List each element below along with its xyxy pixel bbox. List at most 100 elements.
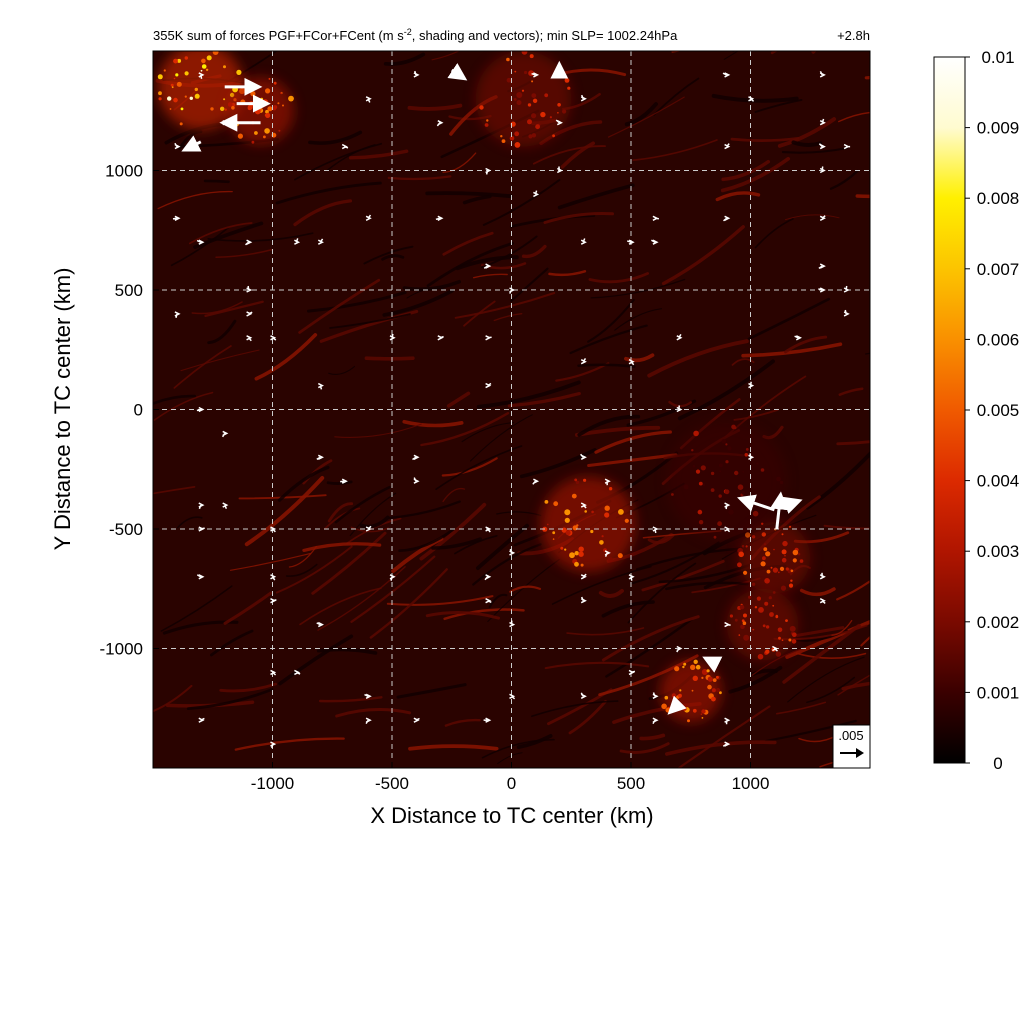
- small-vector: [748, 96, 755, 102]
- texture-streak: [754, 98, 803, 113]
- texture-streak: [254, 333, 318, 381]
- reference-vector-label: .005: [838, 728, 863, 743]
- chart-title: 355K sum of forces PGF+FCor+FCent (m s-2…: [153, 27, 678, 43]
- texture-streak: [805, 451, 870, 510]
- colorbar-tick-label: 0.007: [977, 260, 1020, 279]
- texture-streak: [831, 619, 853, 636]
- hotspot: [666, 421, 787, 541]
- texture-streak: [293, 199, 353, 227]
- texture-streak: [496, 511, 542, 516]
- small-vector: [722, 72, 731, 78]
- small-vector: [555, 119, 563, 126]
- texture-streak: [473, 273, 508, 279]
- small-vector: [724, 143, 731, 150]
- texture-streak: [302, 542, 382, 552]
- texture-streak: [318, 696, 383, 703]
- texture-streak: [207, 319, 237, 345]
- texture-streak: [307, 291, 407, 313]
- texture-streak: [855, 194, 870, 199]
- texture-streak: [475, 523, 529, 571]
- vector-layer: [172, 60, 851, 749]
- small-vector: [676, 645, 683, 653]
- texture-streak: [215, 248, 273, 258]
- small-vector: [196, 574, 205, 580]
- small-vector: [270, 335, 277, 341]
- texture-streak: [431, 537, 482, 550]
- texture-streak: [435, 445, 523, 491]
- small-vector: [532, 478, 540, 485]
- x-axis-ticks: -1000 -500 0 500 1000: [251, 762, 769, 793]
- texture-streak: [723, 51, 739, 60]
- texture-streak: [605, 617, 693, 678]
- small-vector: [533, 190, 540, 198]
- texture-streak: [836, 579, 870, 601]
- texture-streak: [419, 502, 487, 561]
- small-vector: [531, 72, 540, 78]
- small-vector: [294, 238, 301, 245]
- small-vector: [316, 454, 324, 460]
- texture-streak: [398, 527, 455, 553]
- texture-streak: [210, 629, 254, 657]
- texture-streak: [204, 300, 264, 318]
- small-vector: [604, 478, 611, 486]
- small-vector: [628, 574, 635, 581]
- force-vector: [447, 63, 468, 81]
- colorbar-tick-label: 0.006: [977, 330, 1020, 349]
- small-vector: [723, 215, 731, 222]
- texture-streak: [191, 301, 243, 315]
- texture-streak: [497, 752, 523, 765]
- colorbar-gradient: [933, 56, 966, 764]
- texture-streak: [363, 245, 414, 265]
- texture-streak: [388, 500, 461, 519]
- small-vector: [626, 239, 635, 245]
- small-vector: [509, 620, 516, 628]
- texture-streak: [635, 547, 741, 571]
- hotspot: [737, 521, 811, 594]
- small-vector: [580, 453, 587, 460]
- small-vector: [819, 166, 826, 174]
- texture-streak: [754, 218, 794, 249]
- texture-streak: [481, 738, 555, 759]
- texture-streak: [551, 565, 652, 605]
- texture-streak: [829, 169, 859, 190]
- texture-streak: [601, 600, 655, 618]
- texture-streak: [277, 465, 330, 502]
- texture-streak: [733, 408, 779, 421]
- texture-streak: [326, 480, 353, 485]
- texture-streak: [647, 339, 749, 378]
- texture-streak: [795, 626, 845, 637]
- texture-streak: [784, 335, 828, 354]
- texture-streak: [532, 145, 606, 165]
- texture-streak: [566, 627, 645, 636]
- texture-streak: [841, 681, 870, 691]
- small-vector: [365, 214, 372, 221]
- texture-streak: [442, 152, 477, 173]
- small-vector: [843, 285, 850, 293]
- small-vector: [722, 741, 731, 747]
- small-vector: [198, 72, 205, 79]
- texture-streak: [677, 359, 775, 421]
- texture-streak: [402, 419, 464, 428]
- texture-streak: [308, 130, 363, 145]
- force-vector: [702, 656, 723, 673]
- texture-streak: [207, 232, 314, 242]
- small-vector: [485, 167, 492, 175]
- texture-streak: [641, 559, 725, 592]
- texture-streak: [747, 297, 831, 341]
- small-vector: [413, 717, 420, 723]
- small-vector: [509, 287, 516, 294]
- texture-streak: [614, 308, 662, 331]
- texture-streak: [382, 288, 454, 317]
- texture-streak: [519, 448, 597, 479]
- small-vector: [484, 574, 492, 581]
- plot-background: [153, 51, 870, 768]
- small-vector: [485, 335, 492, 341]
- texture-streak: [461, 422, 515, 443]
- texture-streak: [619, 742, 670, 754]
- small-vector: [317, 238, 324, 245]
- texture-streak: [364, 356, 415, 361]
- small-vector: [485, 382, 492, 389]
- small-vector: [580, 238, 587, 245]
- texture-streak: [349, 149, 409, 160]
- texture-streak: [781, 146, 849, 154]
